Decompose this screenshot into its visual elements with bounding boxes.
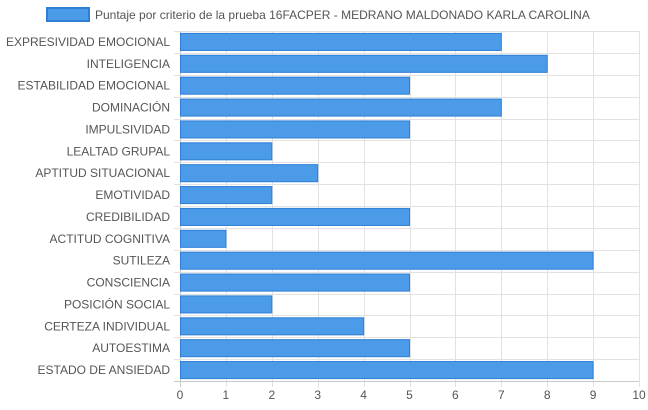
category-label: DOMINACIÓN (92, 100, 170, 115)
category-label: INTELIGENCIA (87, 57, 170, 71)
bar-11[interactable] (180, 273, 410, 292)
bar-5[interactable] (180, 142, 273, 161)
grid (174, 31, 640, 387)
bar-3[interactable] (180, 98, 502, 117)
category-label: SUTILEZA (113, 254, 170, 268)
category-label: POSICIÓN SOCIAL (64, 296, 170, 311)
bar-1[interactable] (180, 54, 548, 73)
category-label: ESTADO DE ANSIEDAD (38, 363, 171, 377)
bar-6[interactable] (180, 164, 319, 183)
bar-13[interactable] (180, 317, 365, 336)
category-label: CREDIBILIDAD (86, 210, 170, 224)
bar-7[interactable] (180, 186, 273, 205)
x-tick-label: 1 (223, 388, 230, 402)
bars (180, 32, 594, 380)
bar-10[interactable] (180, 251, 594, 270)
legend[interactable]: Puntaje por criterio de la prueba 16FACP… (46, 7, 590, 22)
bar-14[interactable] (180, 339, 410, 358)
x-tick-label: 10 (632, 388, 646, 402)
x-tick-label: 7 (498, 388, 505, 402)
bar-12[interactable] (180, 295, 273, 314)
category-label: CONSCIENCIA (87, 276, 170, 290)
bar-0[interactable] (180, 32, 502, 51)
legend-label[interactable]: Puntaje por criterio de la prueba 16FACP… (95, 8, 590, 22)
bar-15[interactable] (180, 361, 594, 380)
bar-8[interactable] (180, 207, 410, 226)
category-label: IMPULSIVIDAD (85, 122, 170, 136)
category-labels: EXPRESIVIDAD EMOCIONAL INTELIGENCIA ESTABI… (6, 35, 170, 377)
category-label: AUTOESTIMA (92, 341, 170, 355)
x-tick-label: 2 (268, 388, 275, 402)
category-label: ESTABILIDAD EMOCIONAL (18, 79, 171, 93)
x-tick-label: 5 (406, 388, 413, 402)
category-label: CERTEZA INDIVIDUAL (44, 319, 170, 333)
x-axis-tick-labels: 0 1 2 3 4 5 6 7 8 9 10 (177, 388, 646, 402)
legend-swatch[interactable] (46, 7, 90, 22)
x-tick-label: 0 (177, 388, 184, 402)
category-label: EMOTIVIDAD (95, 188, 170, 202)
x-tick-label: 9 (590, 388, 597, 402)
x-tick-label: 3 (314, 388, 321, 402)
category-label: EXPRESIVIDAD EMOCIONAL (6, 35, 170, 49)
category-label: LEALTAD GRUPAL (67, 144, 171, 158)
category-label: ACTITUD COGNITIVA (50, 232, 170, 246)
x-tick-label: 4 (360, 388, 367, 402)
x-tick-label: 6 (452, 388, 459, 402)
bar-2[interactable] (180, 76, 410, 95)
bar-4[interactable] (180, 120, 410, 139)
x-tick-label: 8 (544, 388, 551, 402)
category-label: APTITUD SITUACIONAL (35, 166, 170, 180)
bar-9[interactable] (180, 229, 227, 248)
